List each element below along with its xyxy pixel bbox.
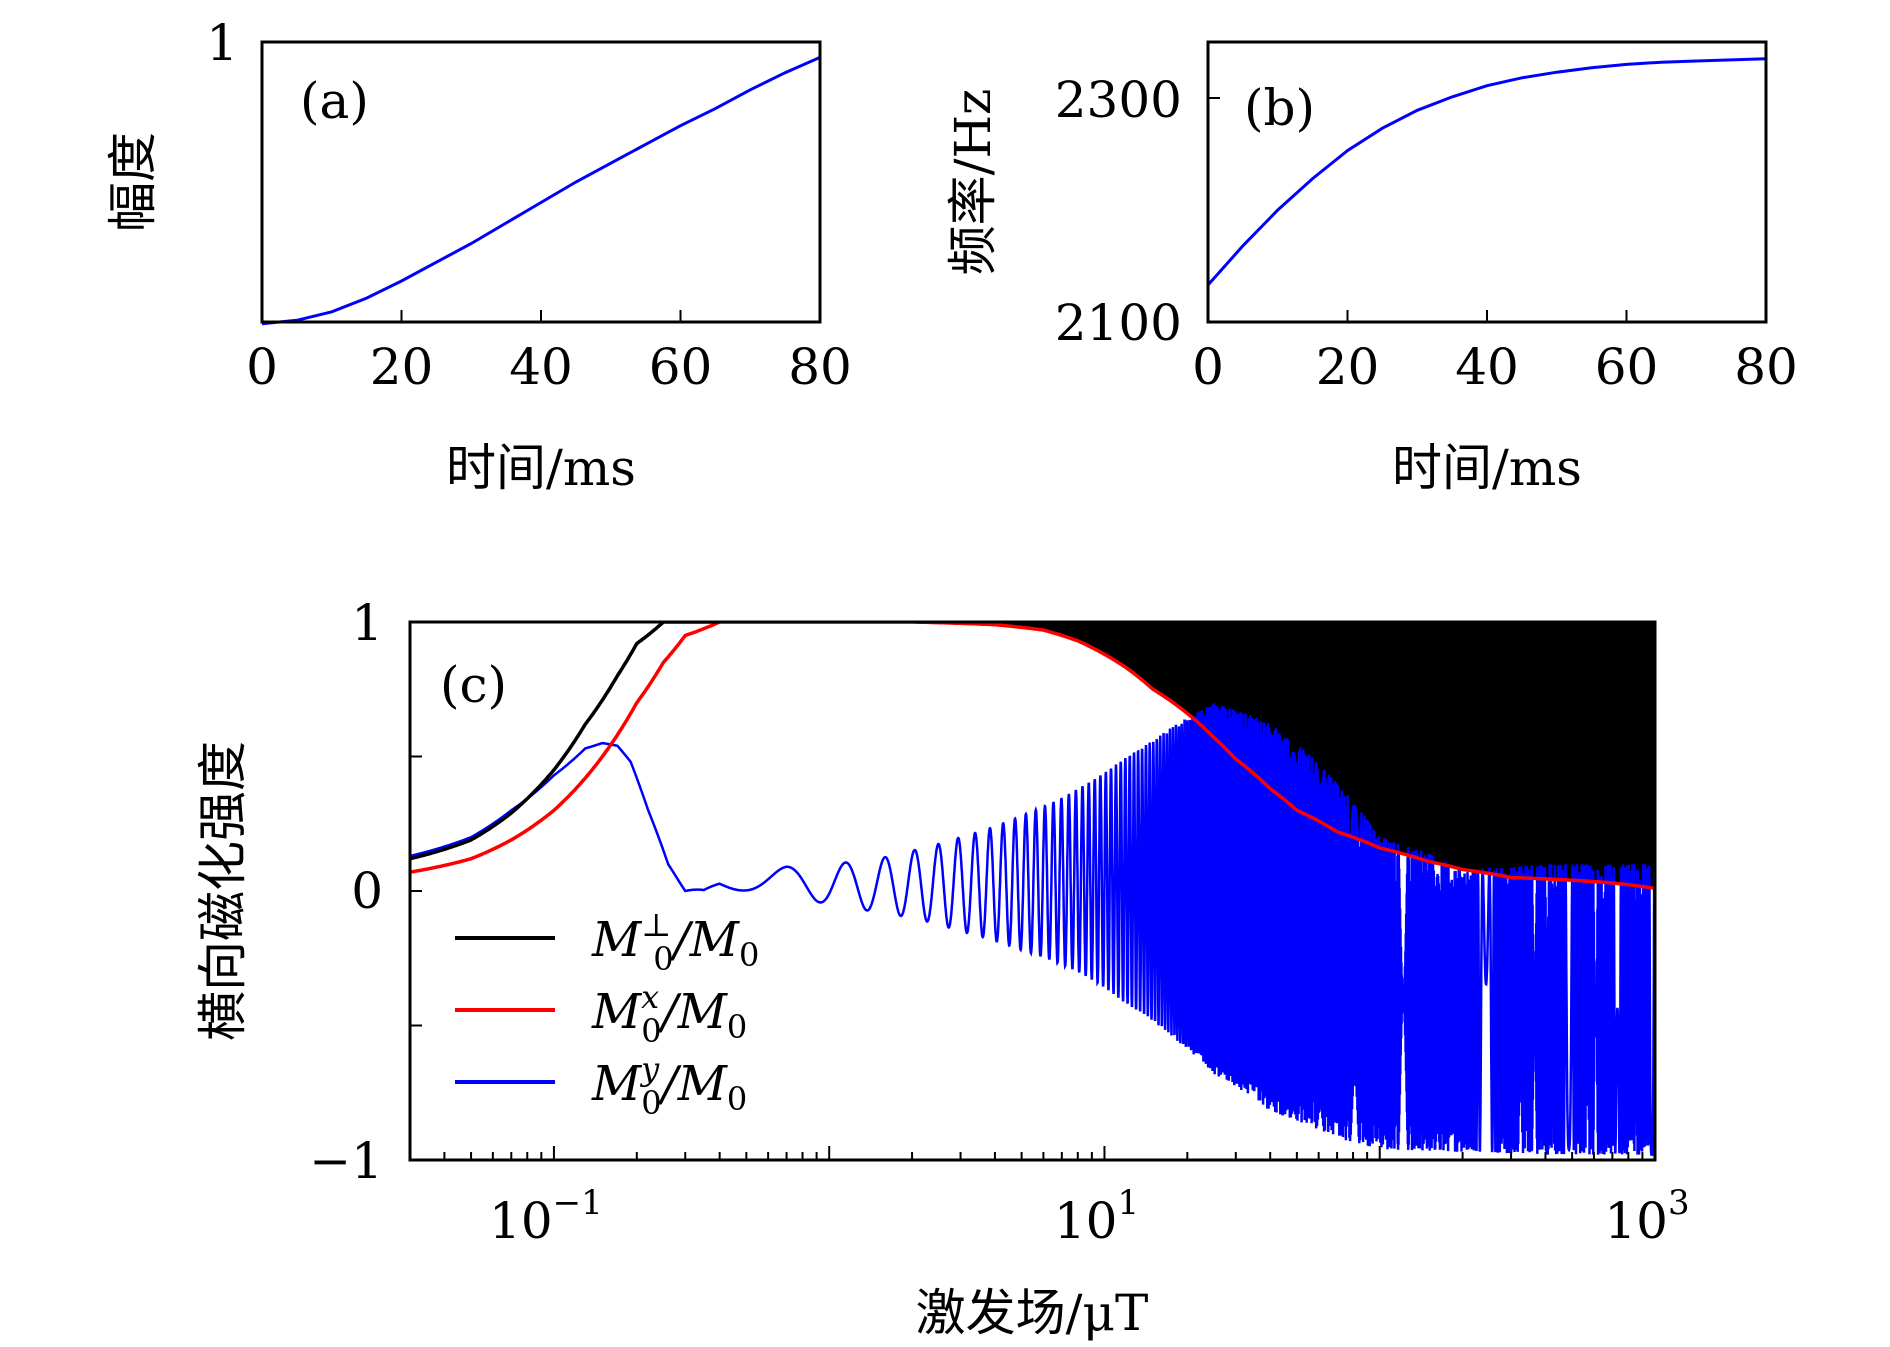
panel-a-x-tick-label: 20 (370, 338, 434, 396)
panel-a-x-tick-label: 40 (509, 338, 573, 396)
panel-b-x-tick-label: 0 (1192, 338, 1224, 396)
panel-c-x-tick-label: 10−1 (489, 1183, 603, 1250)
panel-a-y-title: 幅度 (104, 132, 162, 232)
legend-x-sub: 0 (641, 1012, 661, 1050)
tick-base: 10 (1604, 1192, 1668, 1250)
panel-b-y-tick-label-2300: 2300 (1055, 71, 1182, 129)
tick-exponent: 1 (1117, 1183, 1139, 1223)
legend-y-base: M (591, 1056, 643, 1112)
panel-b: (b) 2300 2100 0 20 40 60 80 时间/ms 频率/Hz (944, 40, 1798, 497)
panel-b-x-ticks: 0 20 40 60 80 (1192, 97, 1798, 396)
tick-base: 10 (489, 1192, 553, 1250)
panel-b-y-tick-label-2100: 2100 (1055, 294, 1182, 352)
panel-c-black-fill (960, 622, 1655, 889)
panel-a-tag: (a) (300, 72, 369, 130)
panel-a-plot-layer (261, 56, 821, 326)
panel-b-x-tick-label: 80 (1734, 338, 1798, 396)
legend-x-base: M (591, 984, 643, 1040)
panel-b-x-tick-label: 40 (1455, 338, 1519, 396)
panel-c-y-tick-label-neg1: −1 (309, 1132, 383, 1190)
panel-c-x-title: 激发场/μT (916, 1284, 1149, 1342)
panel-c: (c) 1 0 −1 10−1 101 103 激发场/μT 横向磁化强度 M⊥ 0/… (194, 594, 1690, 1342)
legend-y-tail-sub: 0 (727, 1080, 747, 1118)
panel-b-x-title: 时间/ms (1392, 439, 1582, 497)
panel-b-x-tick-label: 60 (1595, 338, 1659, 396)
legend-x-sup: x (641, 978, 659, 1016)
panel-b-tag: (b) (1244, 79, 1315, 137)
panel-b-x-tick-label: 20 (1316, 338, 1380, 396)
legend-y-sub: 0 (641, 1084, 661, 1122)
legend-x-tail: /M (658, 984, 729, 1040)
tick-base: 10 (1054, 1192, 1118, 1250)
panel-c-tag: (c) (440, 656, 507, 714)
legend-y-sup: y (639, 1050, 660, 1088)
panel-b-series-frequency (1206, 57, 1767, 286)
panel-c-y-tick-label-1: 1 (351, 594, 383, 652)
panel-c-series-M0y (410, 703, 1655, 1157)
panel-c-x-tick-label: 103 (1604, 1183, 1689, 1250)
panel-c-series-M0x (410, 622, 1655, 890)
panel-c-y-title: 横向磁化强度 (194, 741, 252, 1041)
panel-c-plot-layer (410, 622, 1655, 1157)
panel-a: (a) 1 0 20 40 60 80 时间/ms 幅度 (104, 14, 852, 497)
panel-c-x-ticks: 10−1 101 103 (409, 621, 1690, 1250)
legend-perp-tail-sub: 0 (739, 936, 759, 974)
panel-c-legend: M⊥ 0/M0 Mx 0/M0 My 0/M0 (455, 906, 759, 1122)
panel-a-x-tick-label: 0 (246, 338, 278, 396)
panel-c-x-tick-label: 101 (1054, 1183, 1139, 1250)
legend-perp-sup: ⊥ (641, 906, 671, 944)
panel-b-plot-layer (1206, 57, 1767, 286)
panel-a-x-tick-label: 60 (649, 338, 713, 396)
legend-y-tail: /M (658, 1056, 729, 1112)
panel-c-y-tick-label-0: 0 (351, 862, 383, 920)
legend-label-perp: M⊥ 0/M0 (591, 906, 759, 978)
panel-c-series-M0perp (410, 622, 719, 861)
legend-label-y: My 0/M0 (591, 1050, 747, 1122)
legend-perp-tail: /M (670, 912, 741, 968)
panel-a-x-title: 时间/ms (446, 439, 636, 497)
legend-label-x: Mx 0/M0 (591, 978, 747, 1050)
panel-a-series-amplitude (261, 56, 821, 326)
tick-exponent: −1 (553, 1183, 603, 1223)
panel-a-y-tick-label: 1 (206, 14, 238, 72)
legend-x-tail-sub: 0 (727, 1008, 747, 1046)
legend-perp-sub: 0 (653, 940, 673, 978)
panel-a-x-ticks: 0 20 40 60 80 (246, 310, 852, 396)
panel-b-y-title: 频率/Hz (944, 89, 1002, 276)
legend-perp-base: M (591, 912, 643, 968)
panel-a-x-tick-label: 80 (788, 338, 852, 396)
tick-exponent: 3 (1668, 1183, 1690, 1223)
